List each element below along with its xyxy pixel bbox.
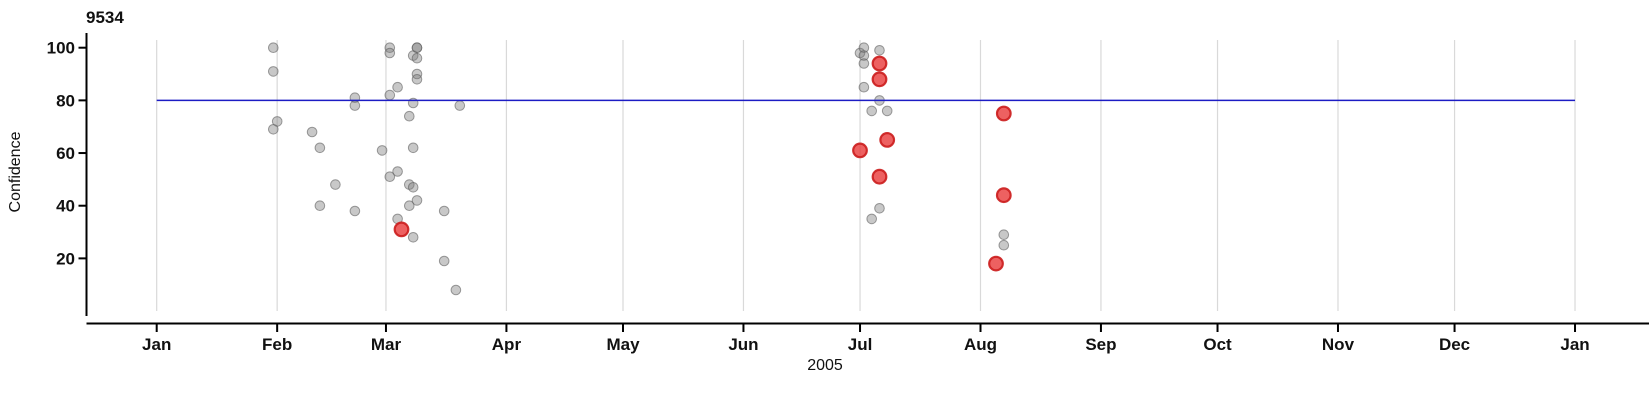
x-axis-ticks: Jan Feb Mar Apr May Jun Jul Aug Sep Oct Nov Dec Jan [142, 323, 1590, 354]
chart-title: 9534 [86, 8, 124, 27]
x-tick-label: Jan [142, 335, 171, 354]
data-point-gray [450, 284, 462, 296]
data-point-red [988, 255, 1004, 272]
data-point-gray [314, 142, 326, 154]
data-point-gray [349, 205, 361, 217]
x-tick-label: Jan [1560, 335, 1589, 354]
data-point-gray [866, 213, 878, 225]
x-tick-label: May [606, 335, 640, 354]
data-point-gray [314, 200, 326, 211]
data-point-gray [411, 74, 423, 85]
data-points [268, 42, 1012, 296]
y-tick-label: 40 [56, 197, 75, 216]
data-point-gray [407, 142, 419, 154]
data-point-gray [330, 179, 341, 190]
data-point-gray [268, 124, 279, 135]
data-point-red [995, 187, 1012, 204]
data-point-gray [376, 145, 388, 156]
data-point-gray [866, 105, 878, 117]
data-point-gray [404, 200, 415, 211]
data-point-gray [998, 229, 1010, 240]
x-tick-label: Aug [964, 335, 997, 354]
x-tick-label: Dec [1439, 335, 1470, 354]
y-tick-label: 60 [56, 144, 75, 163]
y-axis-ticks: 20 40 60 80 100 [47, 39, 87, 268]
y-tick-label: 80 [56, 91, 75, 110]
data-point-gray [858, 58, 870, 69]
data-point-gray [392, 166, 403, 177]
data-point-red [393, 221, 410, 238]
y-tick-label: 20 [56, 249, 75, 268]
data-point-gray [384, 171, 396, 182]
x-tick-label: Apr [492, 335, 522, 354]
y-tick-label: 100 [47, 39, 75, 58]
data-point-gray [874, 45, 885, 56]
x-tick-label: Jul [848, 335, 873, 354]
y-axis-label: Confidence [7, 131, 24, 212]
data-point-gray [268, 42, 279, 54]
x-tick-label: Mar [371, 335, 402, 354]
data-point-gray [411, 42, 423, 54]
data-point-gray [384, 47, 396, 59]
data-point-red [995, 105, 1012, 122]
x-tick-label: Nov [1322, 335, 1355, 354]
data-point-red [871, 168, 888, 185]
data-point-gray [407, 232, 419, 243]
data-point-gray [438, 255, 450, 267]
data-point-gray [411, 68, 423, 80]
data-point-red [871, 55, 888, 72]
data-point-gray [881, 105, 893, 117]
data-point-gray [404, 110, 415, 122]
data-point-gray [438, 205, 450, 217]
data-point-gray [384, 89, 396, 101]
data-point-gray [454, 100, 466, 111]
data-point-gray [411, 195, 423, 206]
x-tick-label: Oct [1203, 335, 1232, 354]
x-axis-year-label: 2005 [807, 357, 843, 374]
data-point-gray [268, 66, 279, 77]
data-point-gray [306, 126, 318, 138]
data-point-gray [874, 203, 885, 214]
data-point-gray [858, 42, 870, 54]
x-tick-label: Sep [1085, 335, 1116, 354]
data-point-gray [858, 50, 870, 61]
x-tick-label: Feb [262, 335, 292, 354]
data-point-gray [392, 81, 403, 93]
data-point-gray [411, 52, 423, 64]
data-point-gray [998, 239, 1010, 251]
data-point-red [879, 131, 896, 148]
gridlines [156, 40, 1576, 311]
data-point-red [871, 71, 888, 88]
data-point-gray [349, 100, 361, 111]
axes [85, 33, 1649, 325]
data-point-gray [407, 182, 419, 193]
data-point-red [852, 142, 868, 159]
data-point-gray [858, 81, 870, 93]
x-tick-label: Jun [728, 335, 758, 354]
